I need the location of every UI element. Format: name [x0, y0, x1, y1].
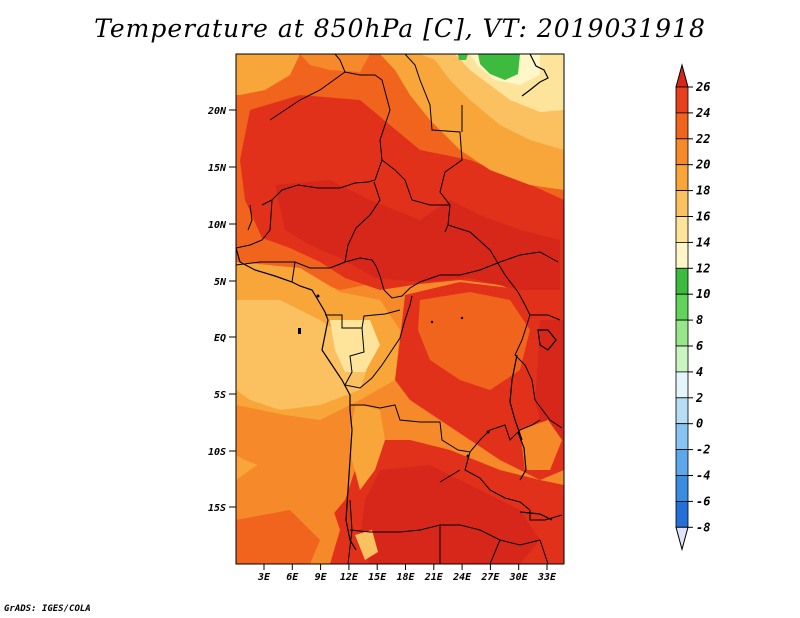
colorbar-label: 20: [695, 158, 710, 172]
colorbar-segment: [675, 345, 689, 373]
colorbar-segment: [675, 86, 689, 114]
lakes: [298, 294, 490, 458]
lat-tick-label: 20N: [207, 106, 227, 117]
colorbar-segment: [675, 241, 689, 269]
colorbar-label: -2: [696, 443, 710, 457]
colorbar-segment: [675, 475, 689, 502]
lon-tick-label: 18E: [396, 572, 415, 583]
colorbar-label: 8: [696, 313, 703, 327]
lon-tick-label: 30E: [509, 572, 529, 583]
colorbar-segment: [675, 112, 689, 140]
colorbar-label: 18: [696, 184, 710, 198]
colorbar-arrow-top: [675, 63, 689, 88]
lon-tick-label: 24E: [452, 572, 472, 583]
lon-tick-label: 3E: [257, 572, 271, 583]
colorbar-label: 26: [695, 80, 710, 94]
colorbar-segment: [675, 190, 689, 217]
lat-tick-label: 10S: [208, 447, 226, 458]
colorbar-label: 16: [696, 210, 710, 224]
lon-tick-label: 12E: [340, 572, 359, 583]
lat-tick-label: 15N: [208, 163, 227, 174]
lat-tick-label: 10N: [208, 220, 227, 231]
lon-tick-label: 27E: [480, 572, 500, 583]
lon-tick-label: 21E: [424, 572, 444, 583]
coastlines: [236, 54, 557, 551]
colorbar-segment: [675, 397, 689, 425]
chart-title: Temperature at 850hPa [C], VT: 201903191…: [94, 14, 706, 43]
colorbar-segment: [675, 371, 689, 399]
colorbar-label: 4: [696, 365, 703, 379]
lon-tick-label: 33E: [537, 572, 557, 583]
colorbar-label: 2: [695, 391, 703, 405]
colorbar-label: 24: [695, 106, 710, 120]
colorbar-label: 22: [695, 132, 710, 146]
colorbar-segment: [675, 293, 689, 321]
colorbar-segment: [675, 500, 689, 528]
lat-tick-label: 5N: [214, 277, 227, 288]
temperature-field: [236, 54, 564, 564]
country-borders: [236, 54, 563, 564]
colorbar-segment: [675, 138, 689, 166]
lon-tick-label: 9E: [315, 572, 328, 583]
colorbar-segment: [675, 319, 689, 347]
colorbar-label: -6: [696, 494, 710, 508]
colorbar-label: 14: [696, 235, 710, 249]
map-frame: [235, 53, 565, 565]
colorbar-segment: [675, 216, 689, 243]
credit-text: GrADS: IGES/COLA: [4, 604, 91, 614]
colorbar-segment: [675, 267, 689, 295]
colorbar-segment: [675, 449, 689, 476]
colorbar-label: 6: [696, 339, 703, 353]
colorbar-label: -8: [696, 520, 710, 534]
lat-tick-label: 5S: [214, 390, 226, 401]
colorbar-segment: [675, 423, 689, 451]
longitude-axis: 3E 6E 9E 12E 15E 18E 21E 24E 27E 30E 33E: [257, 564, 557, 583]
colorbar-label: 0: [696, 417, 703, 431]
lat-tick-label: 15S: [208, 503, 226, 514]
colorbar-label: 12: [696, 261, 710, 275]
lat-tick-label: EQ: [214, 333, 226, 344]
colorbar-label: -4: [696, 469, 710, 483]
colorbar-arrow-bottom: [675, 526, 689, 552]
lon-tick-label: 15E: [368, 572, 387, 583]
lon-tick-label: 6E: [286, 572, 299, 583]
colorbar-segment: [675, 164, 689, 191]
colorbar-label: 10: [696, 287, 710, 301]
latitude-axis: 20N 15N 10N 5N EQ 5S 10S 15S: [207, 106, 236, 514]
